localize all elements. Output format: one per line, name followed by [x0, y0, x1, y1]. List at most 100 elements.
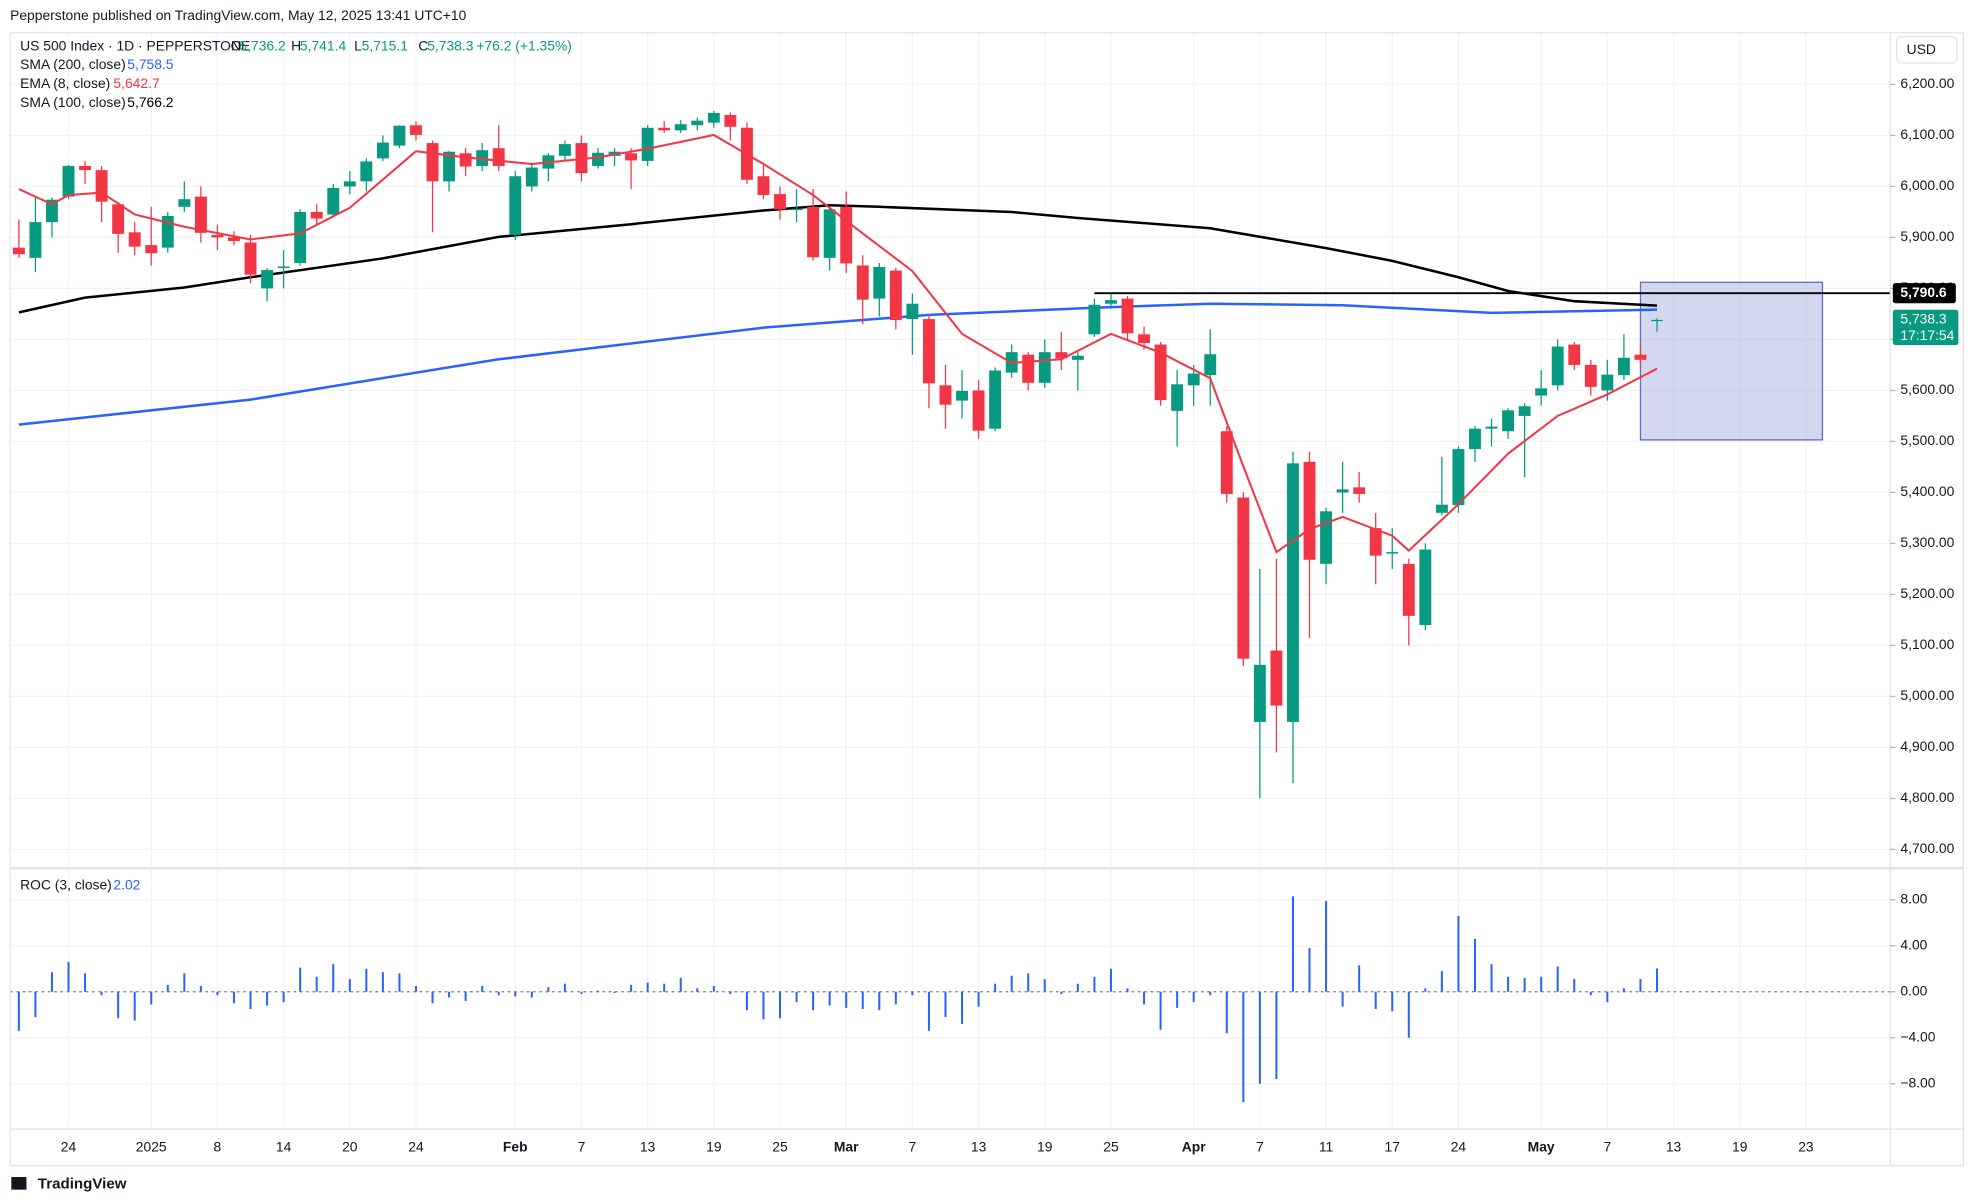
candle-body: [873, 267, 886, 299]
candle-body: [1435, 504, 1448, 513]
candle-body: [211, 234, 224, 238]
x-tick-label: May: [1528, 1139, 1555, 1155]
candle-body: [1568, 344, 1581, 365]
candle-body: [1071, 355, 1084, 360]
y-tick-label: 6,100.00: [1900, 126, 1954, 142]
candle-body: [1088, 304, 1101, 335]
candle-body: [29, 222, 42, 258]
candle-body: [128, 232, 141, 247]
ohlc-label: H: [291, 37, 301, 53]
x-tick-label: 24: [408, 1139, 424, 1155]
candle-body: [492, 148, 505, 167]
candle-body: [1187, 373, 1200, 386]
hline-label: 5,790.6: [1900, 284, 1947, 300]
candle-body: [592, 152, 604, 167]
candle-body: [691, 120, 704, 126]
candle-body: [46, 199, 58, 223]
y2-tick-label: 0.00: [1900, 982, 1927, 998]
candle-body: [509, 176, 522, 235]
candle-body: [989, 370, 1002, 429]
candle-body: [1518, 406, 1531, 416]
y-tick-label: 5,100.00: [1900, 636, 1954, 652]
candle-body: [376, 142, 389, 159]
candle-body: [459, 153, 472, 167]
candle-body: [1617, 357, 1630, 376]
candle-body: [856, 265, 869, 300]
candle-body: [1535, 388, 1548, 396]
x-tick-label: 13: [1666, 1139, 1682, 1155]
x-tick-label: 20: [342, 1139, 358, 1155]
candle-body: [1551, 346, 1564, 386]
candle-body: [641, 127, 654, 161]
candle-body: [1419, 549, 1432, 626]
candle-body: [525, 167, 538, 187]
axes: USD 4,700.00 4,800.00 4,900.00 5,000.00 5,10…: [9, 32, 1965, 1167]
candle-body: [1452, 449, 1465, 506]
candle-body: [889, 270, 902, 321]
plot: [12, 110, 1891, 1103]
candle-body: [1038, 352, 1051, 383]
candle-body: [443, 151, 456, 182]
y-tick-label: 5,900.00: [1900, 228, 1954, 244]
y-tick-label: 5,000.00: [1900, 687, 1954, 703]
candle-body: [956, 390, 968, 401]
candle-body: [1502, 410, 1515, 432]
x-tick-label: 25: [1103, 1139, 1119, 1155]
x-tick-label: Feb: [503, 1139, 528, 1155]
candle-body: [823, 209, 836, 258]
y-tick-label: 6,200.00: [1900, 75, 1954, 91]
candle-body: [906, 303, 919, 320]
candle-body: [1154, 344, 1167, 401]
legend-name: SMA (200, close): [20, 56, 126, 72]
candle-body: [310, 211, 323, 219]
candle-body: [194, 196, 207, 233]
candle-body: [228, 237, 240, 241]
footer-logo: TradingView: [38, 1176, 127, 1193]
publisher: Pepperstone published on TradingView.com…: [10, 7, 467, 23]
candle-body: [790, 208, 803, 211]
ohlc-label: L: [354, 37, 362, 53]
candle-body: [1584, 364, 1597, 387]
logo-mark: [11, 1177, 27, 1190]
candle-body: [807, 206, 820, 258]
candle-body: [1402, 563, 1415, 616]
x-tick-label: Apr: [1182, 1139, 1206, 1155]
roc-value: 2.02: [113, 877, 140, 893]
x-tick-label: 24: [61, 1139, 77, 1155]
candle-body: [1485, 426, 1498, 429]
ohlc-label: C: [418, 37, 428, 53]
x-tick-label: 7: [578, 1139, 586, 1155]
candle-body: [294, 211, 307, 263]
ohlc-value: 5,736.2: [239, 37, 286, 53]
candle-body: [79, 166, 92, 171]
candle-body: [707, 112, 720, 123]
candle-body: [1121, 298, 1134, 334]
candle-body: [277, 266, 290, 269]
candle-body: [1204, 354, 1217, 376]
y-tick-label: 5,600.00: [1900, 381, 1954, 397]
y-tick-label: 4,900.00: [1900, 738, 1954, 754]
y-tick-label: 4,700.00: [1900, 840, 1954, 856]
candle-body: [410, 125, 422, 135]
currency: USD: [1907, 41, 1936, 57]
indicator-line: [18, 302, 1658, 426]
candle-body: [658, 127, 671, 131]
candle-body: [393, 125, 406, 146]
candle-body: [1469, 428, 1481, 450]
last-price-box: [1892, 309, 1959, 346]
x-tick-label: 17: [1385, 1139, 1401, 1155]
range-box: [1639, 281, 1824, 441]
candle-body: [1303, 461, 1316, 560]
currency-box[interactable]: [1895, 35, 1958, 64]
candle-body: [112, 204, 125, 234]
candle-body: [625, 153, 638, 161]
legend-name: EMA (8, close): [20, 75, 110, 91]
candle-body: [1104, 300, 1117, 304]
candle-body: [939, 385, 952, 405]
candle-body: [1634, 354, 1647, 360]
y2-tick-label: −8.00: [1900, 1074, 1935, 1090]
candle-body: [558, 144, 571, 156]
y-tick-label: 5,200.00: [1900, 585, 1954, 601]
candle-body: [1320, 511, 1333, 564]
grid: [10, 32, 1891, 1128]
